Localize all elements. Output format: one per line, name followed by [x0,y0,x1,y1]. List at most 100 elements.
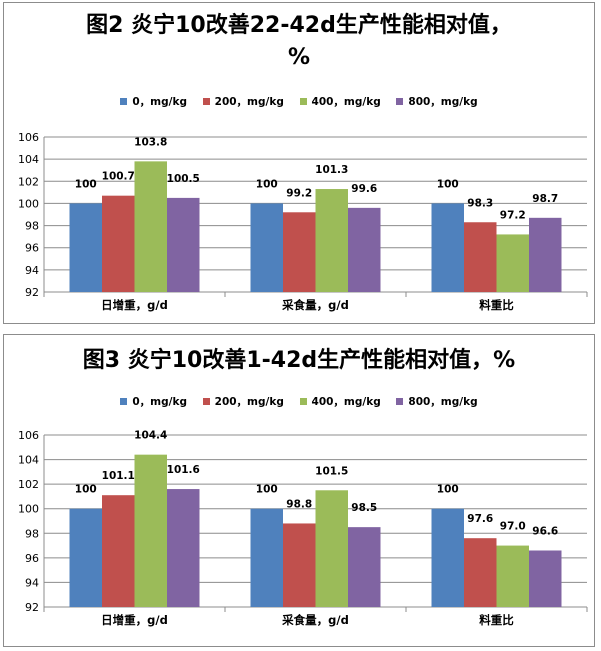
chart-1-title-line-1: 图2 炎宁10改善22-42d生产性能相对值， [86,13,512,38]
bar [283,212,316,292]
bar [283,523,316,607]
legend-label: 200，mg/kg [214,396,284,408]
chart-1-title-line-2: % [287,45,311,70]
legend-item: 0，mg/kg [120,394,187,409]
category-label: 采食量，g/d [281,613,349,627]
legend-label: 0，mg/kg [132,96,187,108]
bar [496,234,529,292]
bar [134,161,167,292]
legend-label: 800，mg/kg [408,96,478,108]
chart-2-legend: 0，mg/kg 200，mg/kg 400，mg/kg 800，mg/kg [4,394,594,409]
y-tick-label: 94 [25,264,39,277]
data-label: 101.1 [102,470,135,482]
bar [348,207,381,292]
y-tick-label: 106 [18,429,39,442]
category-label: 日增重，g/d [101,613,168,627]
y-tick-label: 104 [18,454,39,467]
y-tick-label: 96 [25,552,39,565]
bar [167,489,200,607]
legend-swatch [299,398,307,405]
bar [431,508,464,607]
data-label: 100 [75,178,97,190]
y-tick-label: 98 [25,527,39,540]
legend-swatch [202,398,210,405]
chart-panel-1: 图2 炎宁10改善22-42d生产性能相对值， % 0，mg/kg 200，mg… [3,2,595,324]
legend-swatch [202,98,210,105]
y-tick-label: 106 [18,131,39,144]
legend-swatch [396,398,404,405]
data-label: 97.6 [467,513,493,525]
y-tick-label: 102 [18,175,39,188]
data-label: 100 [256,178,278,190]
y-tick-label: 104 [18,153,39,166]
data-label: 98.5 [351,502,377,514]
y-tick-label: 94 [25,576,39,589]
data-label: 103.8 [134,136,167,148]
legend-label: 200，mg/kg [214,96,284,108]
data-label: 101.3 [315,164,348,176]
legend-label: 400，mg/kg [311,96,381,108]
legend-item: 200，mg/kg [202,394,284,409]
chart-2-title-line-1: 图3 炎宁10改善1-42d生产性能相对值，% [82,348,516,373]
bar [250,203,283,292]
category-label: 料重比 [479,613,514,627]
category-label: 料重比 [479,298,514,312]
data-label: 100 [256,484,278,496]
y-tick-label: 98 [25,220,39,233]
data-label: 100.7 [102,171,135,183]
bar [315,189,348,292]
legend-label: 800，mg/kg [408,396,478,408]
y-tick-label: 100 [18,197,39,210]
y-tick-label: 96 [25,242,39,255]
data-label: 100.5 [167,173,200,185]
bar [464,538,497,607]
y-tick-label: 92 [25,286,39,299]
data-label: 99.6 [351,183,377,195]
chart-1-plot: 92 94 96 98 100 102 104 106 100 100.7 103.8 100.5 日增… [18,131,588,312]
category-label: 日增重，g/d [101,298,168,312]
bar [431,203,464,292]
legend-swatch [396,98,404,105]
data-label: 104.4 [134,430,167,442]
bar [69,508,102,607]
legend-item: 0，mg/kg [120,94,187,109]
bar [348,527,381,607]
chart-2-plot: 92 94 96 98 100 102 104 106 100 101.1 104.4 101.6 日增… [18,429,588,627]
legend-item: 400，mg/kg [299,94,381,109]
data-label: 96.6 [532,525,558,537]
data-label: 97.0 [500,521,526,533]
chart-1-legend: 0，mg/kg 200，mg/kg 400，mg/kg 800，mg/kg [4,94,594,109]
data-label: 98.3 [467,197,493,209]
bar [464,222,497,292]
legend-item: 400，mg/kg [299,394,381,409]
bar [102,495,135,607]
bar [496,545,529,607]
bar [167,197,200,292]
data-label: 99.2 [286,187,312,199]
bar [250,508,283,607]
bar [102,195,135,292]
y-tick-label: 102 [18,478,39,491]
category-label: 采食量，g/d [281,298,349,312]
legend-swatch [299,98,307,105]
legend-swatch [120,98,128,105]
data-label: 101.6 [167,464,200,476]
data-label: 101.5 [315,465,348,477]
data-label: 100 [75,484,97,496]
bar [529,550,562,607]
bar [134,454,167,607]
bar [69,203,102,292]
legend-swatch [120,398,128,405]
legend-item: 200，mg/kg [202,94,284,109]
legend-item: 800，mg/kg [396,94,478,109]
data-label: 100 [437,484,459,496]
chart-panel-2: 图3 炎宁10改善1-42d生产性能相对值，% 0，mg/kg 200，mg/k… [3,334,595,647]
data-label: 98.7 [532,193,558,205]
data-label: 98.8 [286,498,312,510]
legend-label: 400，mg/kg [311,396,381,408]
y-tick-label: 92 [25,601,39,614]
legend-label: 0，mg/kg [132,396,187,408]
data-label: 100 [437,178,459,190]
bar [315,490,348,607]
bar [529,217,562,292]
